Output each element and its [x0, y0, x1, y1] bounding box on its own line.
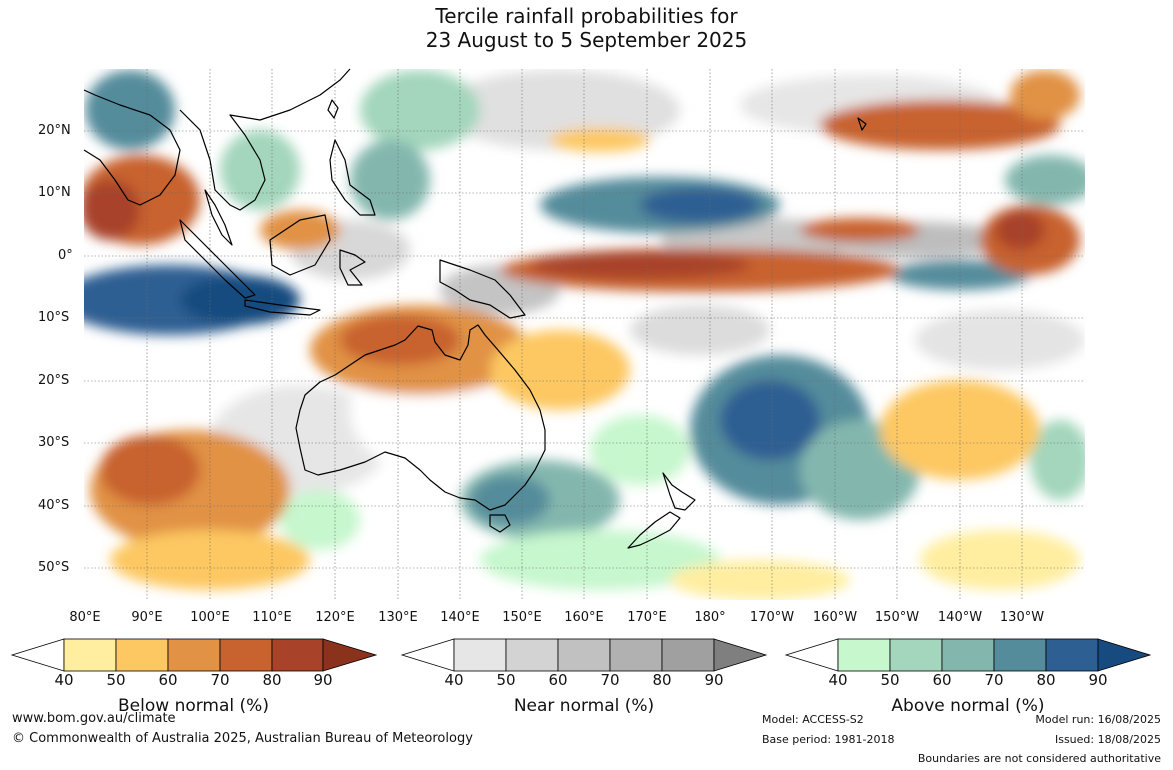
- title-line-1: Tercile rainfall probabilities for: [435, 4, 738, 28]
- lon-label-150e: 150°E: [502, 610, 542, 625]
- lon-label-80e: 80°E: [69, 610, 101, 625]
- footer-disclaimer: Boundaries are not considered authoritat…: [917, 752, 1161, 765]
- legend-above-tick-70: 70: [984, 671, 1004, 689]
- hawaii-outline: [857, 117, 867, 131]
- coastlines: [83, 68, 867, 549]
- lat-label-0: 0°: [58, 248, 73, 263]
- legend-below-tick-60: 60: [158, 671, 178, 689]
- footer-copyright: © Commonwealth of Australia 2025, Austra…: [12, 731, 473, 746]
- lon-label-160w: 160°W: [812, 610, 858, 625]
- legend-above-tick-60: 60: [932, 671, 952, 689]
- lat-label-20n: 20°N: [38, 123, 71, 138]
- title-line-2: 23 August to 5 September 2025: [425, 28, 748, 52]
- lon-label-100e: 100°E: [190, 610, 230, 625]
- sulawesi-outline: [339, 249, 366, 286]
- footer-issued: Issued: 18/08/2025: [1054, 733, 1161, 746]
- legend-below-tick-80: 80: [262, 671, 282, 689]
- footer-model-run: Model run: 16/08/2025: [1035, 713, 1161, 726]
- legend-below-tick-40: 40: [54, 671, 74, 689]
- indochina-outline: [179, 68, 351, 211]
- new-zealand-south-outline: [627, 511, 681, 549]
- legend-below-normal: [10, 638, 378, 672]
- legend-below-tick-50: 50: [106, 671, 126, 689]
- lon-label-160e: 160°E: [564, 610, 604, 625]
- legend-near-tick-90: 90: [704, 671, 724, 689]
- sumatra-outline: [179, 219, 256, 299]
- lon-label-170w: 170°W: [749, 610, 795, 625]
- lon-label-140w: 140°W: [937, 610, 983, 625]
- new-zealand-north-outline: [662, 472, 696, 511]
- legend-near-tick-80: 80: [652, 671, 672, 689]
- graticule: [84, 69, 1085, 600]
- legend-above-tick-80: 80: [1036, 671, 1056, 689]
- legend-near-title: Near normal (%): [513, 696, 655, 716]
- lat-label-50s: 50°S: [38, 560, 70, 575]
- map-title: Tercile rainfall probabilities for 23 Au…: [0, 4, 1173, 52]
- lon-label-180: 180°: [694, 610, 726, 625]
- lon-label-110e: 110°E: [252, 610, 292, 625]
- footer-website: www.bom.gov.au/climate: [12, 711, 176, 726]
- footer-model: Model: ACCESS-S2: [762, 713, 864, 726]
- lon-label-130w: 130°W: [999, 610, 1045, 625]
- lon-label-150w: 150°W: [874, 610, 920, 625]
- india-outline: [83, 89, 181, 206]
- lat-label-10s: 10°S: [38, 310, 70, 325]
- tasmania-outline: [489, 514, 511, 533]
- legend-below-tick-90: 90: [313, 671, 333, 689]
- legend-above-title: Above normal (%): [891, 696, 1045, 716]
- legend-near-tick-40: 40: [444, 671, 464, 689]
- legend-near-normal: [400, 638, 768, 672]
- lat-label-30s: 30°S: [38, 435, 70, 450]
- new-guinea-outline: [439, 259, 526, 319]
- legend-above-tick-50: 50: [880, 671, 900, 689]
- malay-peninsula-outline: [204, 189, 233, 246]
- legend-above-tick-90: 90: [1088, 671, 1108, 689]
- probability-shading: [84, 70, 1085, 600]
- lat-label-20s: 20°S: [38, 373, 70, 388]
- legend-near-tick-70: 70: [600, 671, 620, 689]
- legend-near-tick-60: 60: [548, 671, 568, 689]
- footer-base-period: Base period: 1981-2018: [762, 733, 895, 746]
- australia-outline: [295, 324, 546, 511]
- taiwan-outline: [327, 99, 339, 119]
- philippines-outline: [329, 139, 376, 216]
- java-outline: [244, 299, 321, 316]
- lat-label-10n: 10°N: [38, 185, 71, 200]
- lon-label-130e: 130°E: [378, 610, 418, 625]
- legend-below-tick-70: 70: [210, 671, 230, 689]
- probability-field: [84, 69, 1085, 600]
- lon-label-140e: 140°E: [440, 610, 480, 625]
- legend-above-normal: [784, 638, 1152, 672]
- lat-label-40s: 40°S: [38, 498, 70, 513]
- legend-below-title: Below normal (%): [118, 696, 269, 716]
- borneo-outline: [269, 214, 331, 276]
- legend-above-tick-40: 40: [828, 671, 848, 689]
- lon-label-170e: 170°E: [627, 610, 667, 625]
- lon-label-90e: 90°E: [131, 610, 163, 625]
- legend-near-tick-50: 50: [496, 671, 516, 689]
- lon-label-120e: 120°E: [315, 610, 355, 625]
